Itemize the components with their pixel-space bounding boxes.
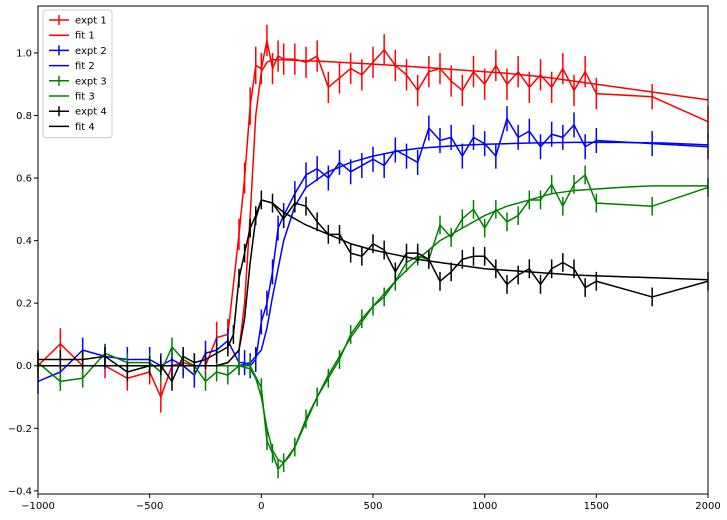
y-tick-label: 1.0 bbox=[16, 48, 32, 59]
series-fit-3 bbox=[38, 185, 708, 464]
series-fit-4 bbox=[38, 199, 709, 367]
legend-label-expt-2: expt 2 bbox=[75, 46, 107, 57]
series-fit-1 bbox=[38, 59, 709, 367]
y-tick-label: 0.4 bbox=[16, 236, 32, 247]
x-tick-label: 1000 bbox=[472, 501, 497, 512]
y-axis: −0.4 −0.2 0.0 0.2 0.4 0.6 0.8 1.0 bbox=[8, 48, 38, 497]
legend-label-fit-1: fit 1 bbox=[75, 31, 95, 42]
legend: expt 1 fit 1 expt 2 fit 2 expt 3 fit 3 expt 4 f… bbox=[42, 9, 113, 139]
y-tick-label: 0.0 bbox=[16, 361, 32, 372]
series-line-fit-1 bbox=[38, 59, 709, 367]
x-tick-label: 2000 bbox=[695, 501, 720, 512]
y-tick-label: −0.4 bbox=[8, 486, 32, 497]
y-tick-label: −0.2 bbox=[8, 424, 32, 435]
x-axis: −1000 −500 0 500 1000 1500 2000 bbox=[21, 494, 721, 512]
series-line-expt-1 bbox=[37, 39, 709, 398]
x-tick-label: −1000 bbox=[21, 501, 55, 512]
legend-label-expt-3: expt 3 bbox=[75, 76, 107, 87]
series-fit-2 bbox=[38, 141, 709, 367]
legend-box bbox=[42, 9, 113, 139]
x-tick-label: 0 bbox=[258, 501, 264, 512]
legend-label-fit-2: fit 2 bbox=[75, 61, 95, 72]
y-tick-label: 0.6 bbox=[16, 174, 32, 185]
x-tick-label: 1500 bbox=[584, 501, 609, 512]
x-tick-label: 500 bbox=[363, 501, 382, 512]
series-line-fit-4 bbox=[38, 199, 709, 367]
x-tick-label: −500 bbox=[136, 501, 163, 512]
y-tick-label: 0.8 bbox=[16, 111, 32, 122]
legend-label-fit-3: fit 3 bbox=[75, 92, 95, 103]
legend-label-expt-1: expt 1 bbox=[75, 16, 107, 27]
series-line-fit-2 bbox=[38, 141, 709, 367]
legend-label-fit-4: fit 4 bbox=[75, 122, 95, 133]
series-layer bbox=[37, 24, 709, 479]
legend-label-expt-4: expt 4 bbox=[75, 107, 107, 118]
y-tick-label: 0.2 bbox=[16, 299, 32, 310]
series-line-fit-3 bbox=[38, 185, 708, 464]
